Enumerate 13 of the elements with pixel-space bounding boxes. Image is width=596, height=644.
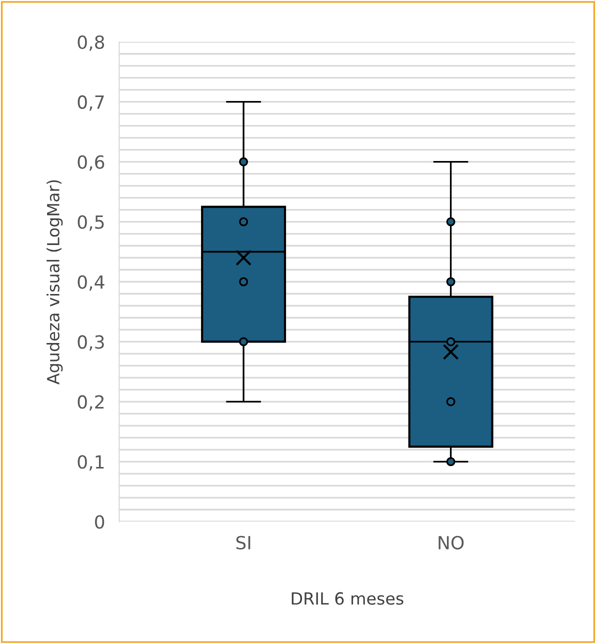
x-tick-label: SI [236, 536, 250, 550]
y-tick-label: 0,7 [78, 95, 104, 111]
y-tick-label: 0 [95, 515, 104, 529]
x-tick-label: NO [438, 536, 464, 550]
y-tick-label: 0,4 [78, 275, 104, 291]
y-tick-label: 0,8 [78, 35, 104, 51]
y-tick-label: 0,5 [78, 215, 104, 231]
y-axis-title: Agudeza visual (LogMar) [46, 180, 63, 384]
y-tick-label: 0,1 [78, 455, 104, 471]
x-axis-title: DRIL 6 meses [292, 592, 404, 605]
y-tick-label: 0,6 [78, 155, 104, 171]
y-tick-label: 0,3 [78, 335, 104, 351]
y-tick-label: 0,2 [78, 395, 104, 411]
